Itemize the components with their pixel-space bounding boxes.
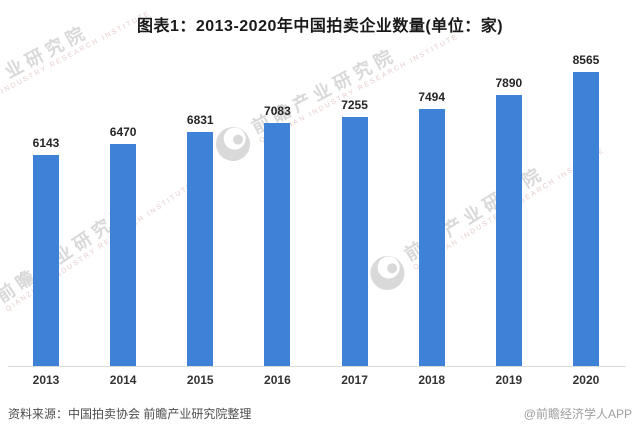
bar-2013: [33, 155, 59, 366]
x-axis-label: 2018: [418, 373, 446, 387]
bar-value-label: 6831: [186, 113, 214, 127]
bar-value-label: 6143: [32, 136, 60, 150]
bar-2017: [341, 117, 368, 366]
bar-2016: [264, 123, 291, 366]
bar-value-label: 8565: [572, 53, 600, 67]
x-axis-label: 2013: [32, 373, 60, 387]
bar-2015: [187, 132, 214, 366]
x-axis-label: 2017: [341, 373, 368, 387]
x-axis-label: 2014: [109, 373, 137, 387]
bar-2018: [418, 109, 445, 366]
x-axis-label: 2020: [572, 373, 600, 387]
chart-title: 图表1：2013-2020年中国拍卖企业数量(单位：家): [136, 18, 504, 35]
source-note: 资料来源：中国拍卖协会 前瞻产业研究院整理: [8, 407, 252, 421]
bar-value-label: 7083: [264, 104, 291, 118]
bar-value-label: 7890: [495, 76, 523, 90]
x-axis-label: 2015: [186, 373, 214, 387]
bar-value-label: 7494: [418, 90, 446, 104]
bar-2019: [495, 95, 522, 366]
x-axis-label: 2019: [495, 373, 523, 387]
bar-2020: [572, 72, 599, 366]
x-axis-line: [8, 366, 626, 367]
x-axis-label: 2016: [264, 373, 291, 387]
bar-value-label: 6470: [109, 125, 137, 139]
credit-note: @前瞻经济学人APP: [523, 407, 632, 421]
bar-2014: [110, 144, 137, 366]
bar-value-label: 7255: [341, 98, 368, 112]
